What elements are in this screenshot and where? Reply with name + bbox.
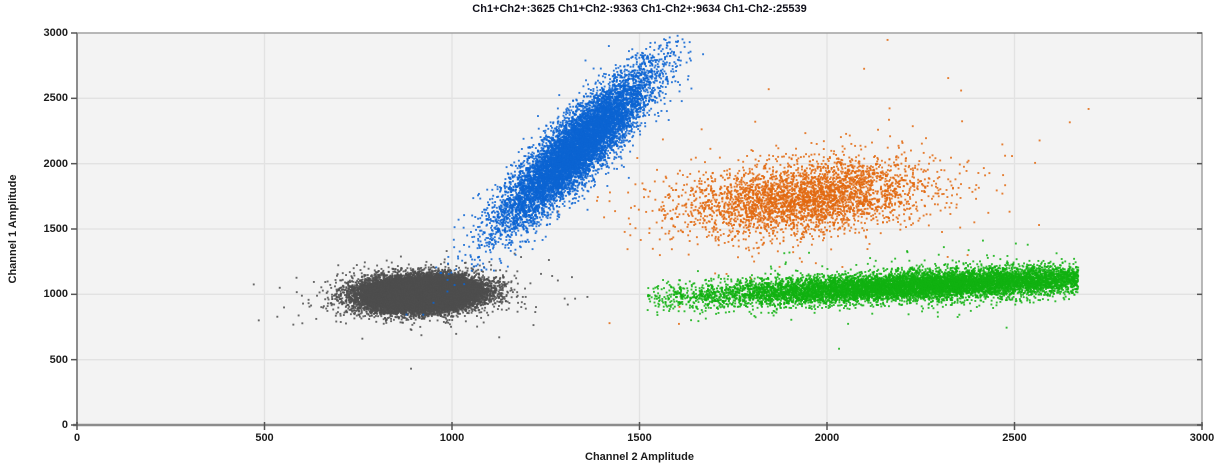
y-tick-label: 1500	[43, 223, 68, 235]
y-tick-label: 1000	[43, 288, 68, 301]
x-tick-label: 3000	[1189, 432, 1215, 444]
x-tick-label: 2500	[1002, 432, 1027, 444]
y-tick-label: 0	[61, 419, 68, 431]
x-tick-label: 1000	[439, 432, 465, 444]
x-tick-label: 2000	[814, 432, 840, 444]
x-tick-label: 500	[255, 432, 274, 444]
y-axis-label: Channel 1 Amplitude	[7, 174, 19, 284]
y-tick-label: 3000	[43, 27, 68, 39]
plot-title: Ch1+Ch2+:3625 Ch1+Ch2-:9363 Ch1-Ch2+:963…	[472, 3, 807, 15]
y-tick-label: 2000	[43, 157, 68, 170]
x-tick-label: 1500	[627, 432, 652, 444]
y-tick-label: 2500	[43, 92, 68, 105]
x-tick-label: 0	[73, 432, 81, 444]
x-axis-label: Channel 2 Amplitude	[585, 451, 694, 463]
y-tick-label: 500	[49, 353, 68, 366]
